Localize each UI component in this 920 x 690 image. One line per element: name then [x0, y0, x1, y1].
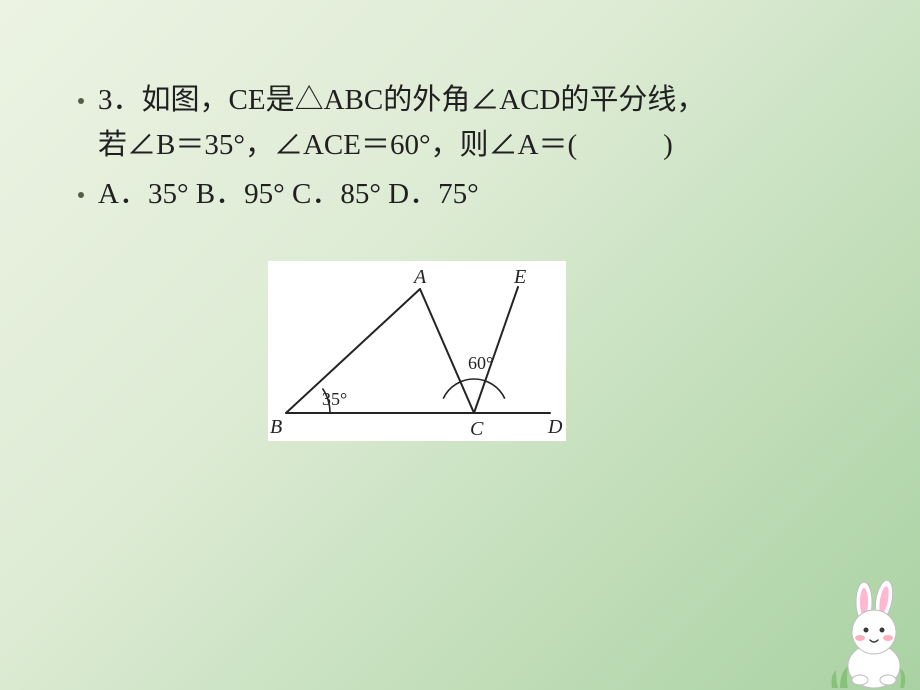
slide-content: 3．如图，CE是△ABC的外角∠ACD的平分线， 若∠B＝35°，∠ACE＝60… [0, 0, 920, 441]
options-row: A．35° B．95° C．85° D．75° [78, 172, 860, 217]
svg-text:35°: 35° [322, 389, 347, 409]
geometry-figure: A E B C D 35° 60° [268, 261, 566, 441]
svg-text:B: B [270, 416, 282, 438]
svg-text:C: C [470, 418, 484, 440]
bullet-icon [78, 192, 84, 198]
figure-svg: A E B C D 35° 60° [268, 261, 566, 441]
bullet-icon [78, 98, 84, 104]
svg-text:D: D [547, 416, 563, 438]
options-text: A．35° B．95° C．85° D．75° [98, 172, 860, 217]
q-line1: 如图，CE是△ABC的外角∠ACD的平分线， [142, 84, 706, 116]
q-blank [577, 129, 663, 161]
svg-text:60°: 60° [468, 353, 493, 373]
q-line2: 若∠B＝35°，∠ACE＝60°，则∠A＝( [98, 129, 577, 161]
question-text: 3．如图，CE是△ABC的外角∠ACD的平分线， 若∠B＝35°，∠ACE＝60… [98, 78, 860, 168]
svg-text:E: E [513, 266, 526, 288]
q-close: ) [663, 129, 673, 161]
question-row: 3．如图，CE是△ABC的外角∠ACD的平分线， 若∠B＝35°，∠ACE＝60… [78, 78, 860, 168]
svg-text:A: A [412, 266, 427, 288]
q-number: 3． [98, 84, 142, 116]
bunny-decoration [826, 580, 920, 690]
